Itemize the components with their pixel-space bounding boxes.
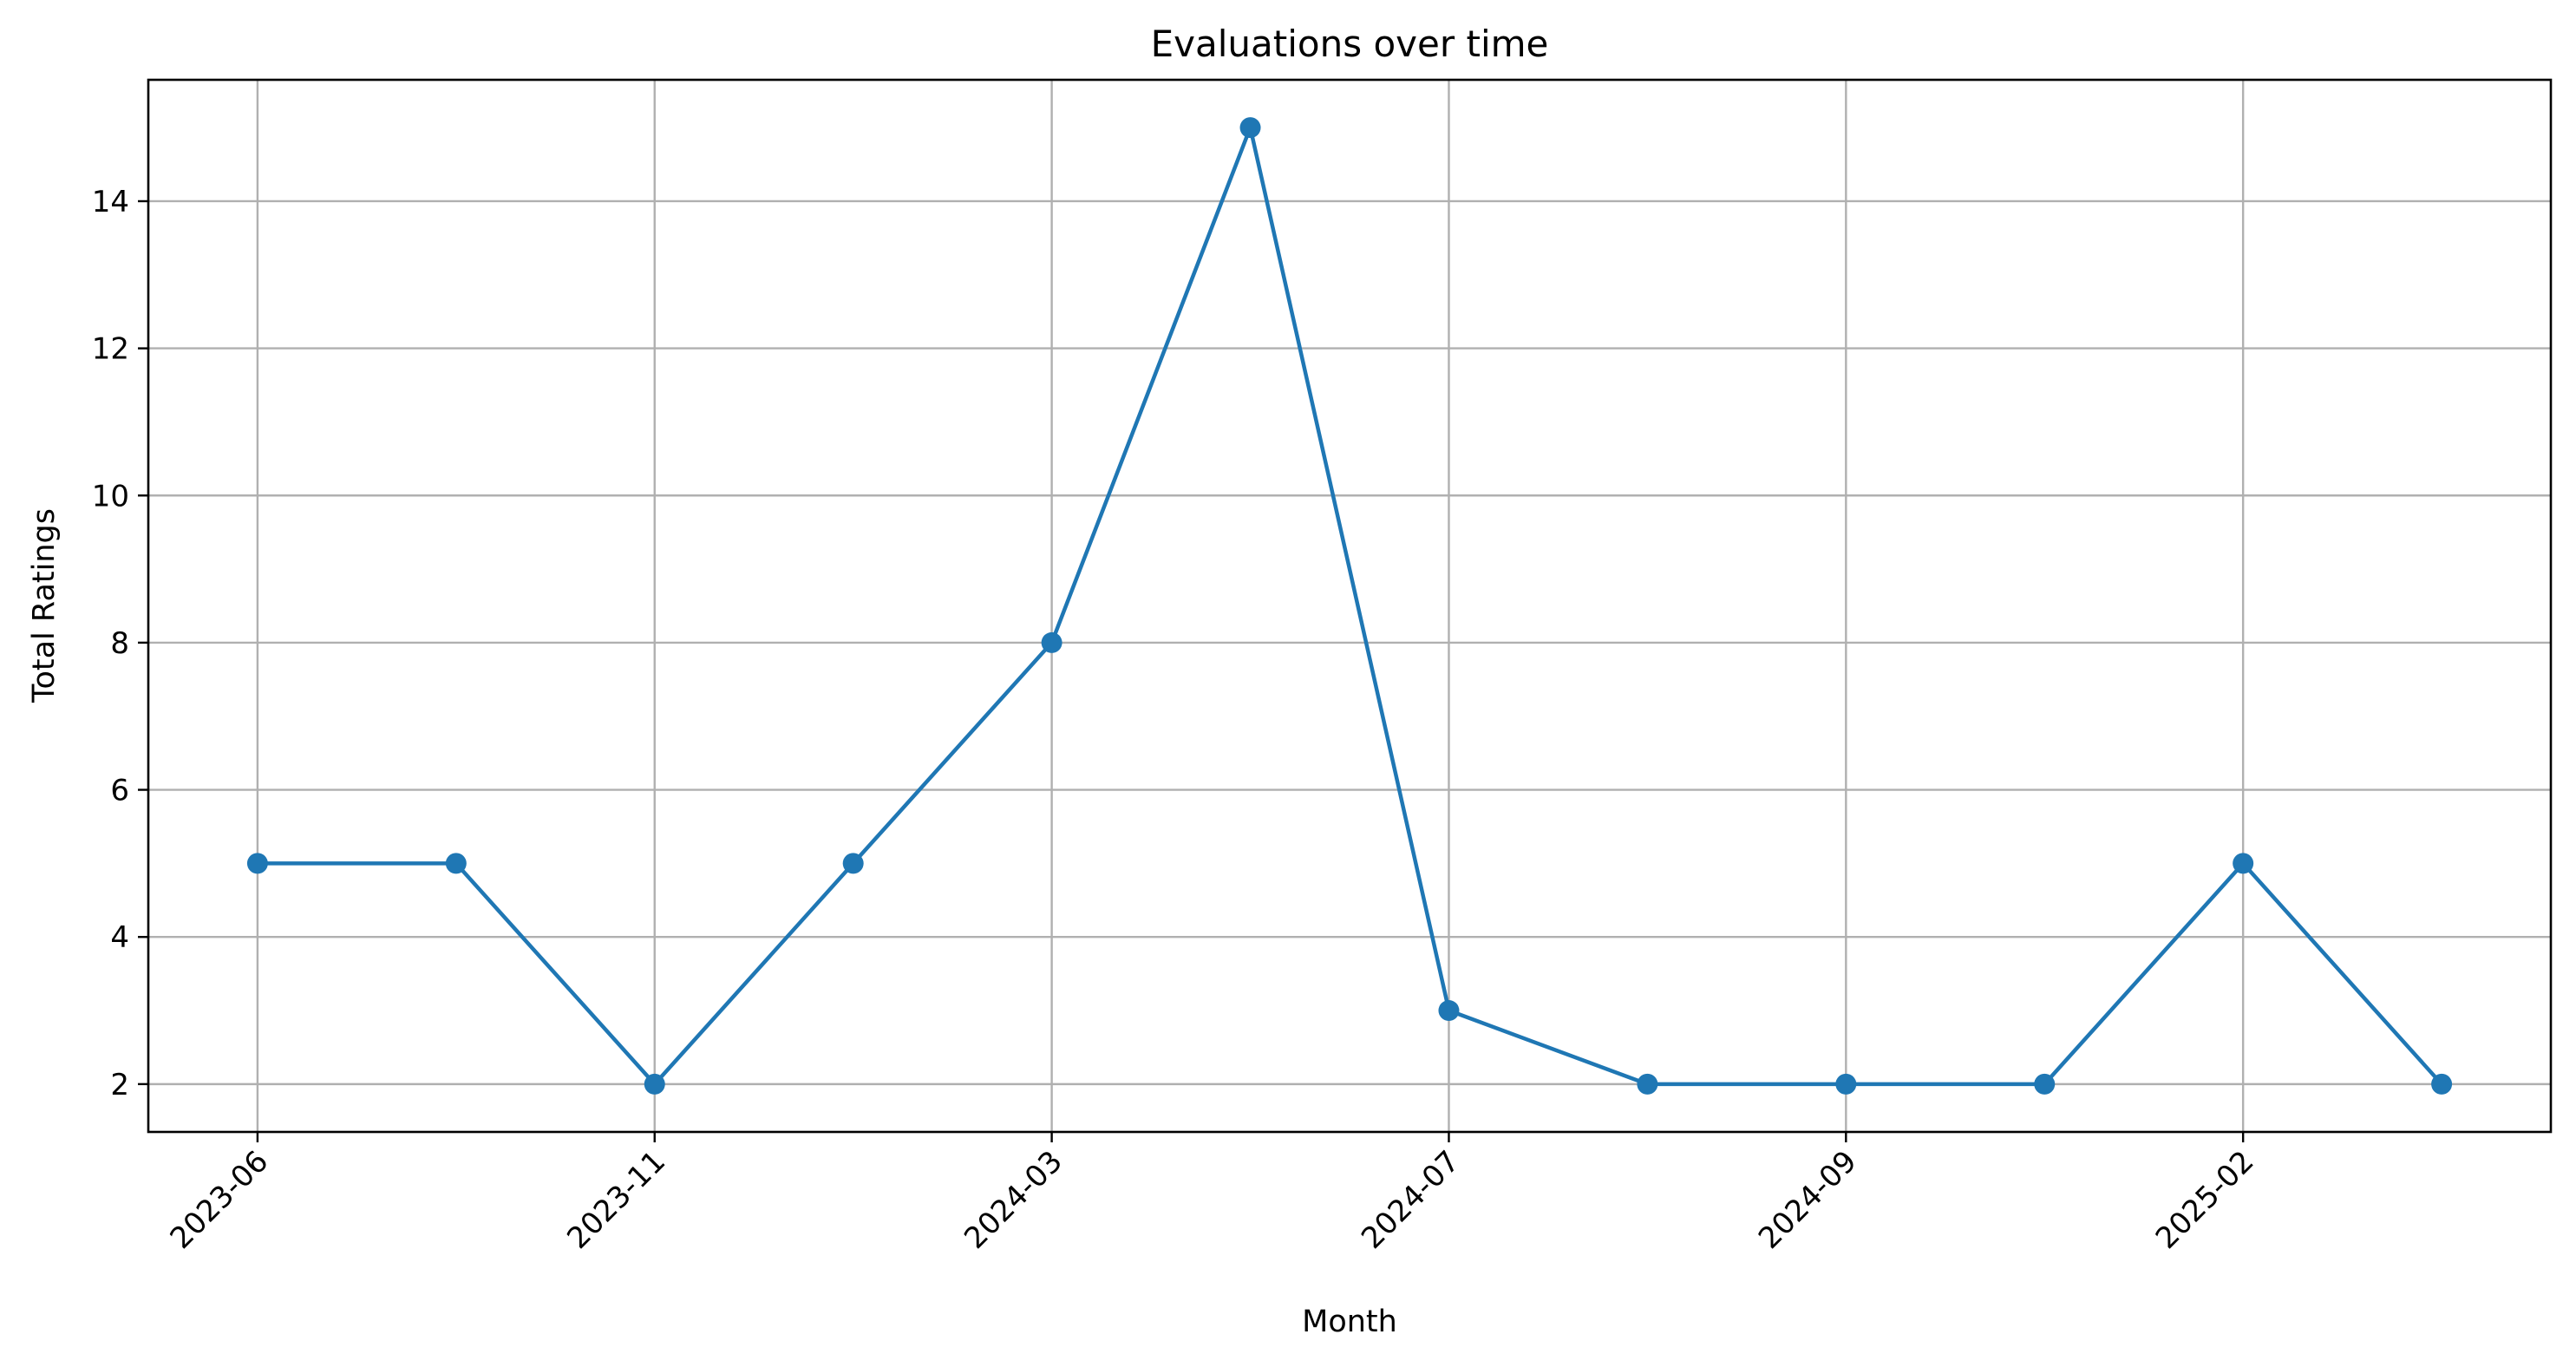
data-point bbox=[1041, 631, 1062, 653]
series-layer bbox=[246, 117, 2453, 1095]
y-tick-label: 14 bbox=[92, 185, 129, 219]
data-point bbox=[2431, 1073, 2453, 1095]
data-point bbox=[1637, 1073, 1658, 1095]
y-tick-label: 10 bbox=[92, 479, 129, 513]
data-point bbox=[1239, 117, 1261, 139]
y-tick-label: 4 bbox=[110, 920, 129, 955]
data-point bbox=[1438, 1000, 1460, 1022]
plot-frame bbox=[147, 78, 2553, 1134]
y-tick-label: 2 bbox=[110, 1068, 129, 1102]
y-tick-label: 6 bbox=[110, 774, 129, 808]
x-axis-label: Month bbox=[1302, 1305, 1397, 1339]
data-point bbox=[644, 1073, 665, 1095]
data-point bbox=[842, 853, 864, 874]
data-point bbox=[1835, 1073, 1857, 1095]
y-tick-label: 8 bbox=[110, 626, 129, 661]
y-axis-label: Total Ratings bbox=[27, 508, 62, 703]
chart-title: Evaluations over time bbox=[1151, 23, 1549, 65]
data-point bbox=[445, 853, 467, 874]
y-tick-label: 12 bbox=[92, 332, 129, 367]
grid bbox=[148, 80, 2551, 1132]
series-line bbox=[257, 125, 2443, 1087]
data-point bbox=[2034, 1073, 2056, 1095]
data-point bbox=[246, 853, 268, 874]
y-axis-ticks: 2 4 6 8 10 12 14 bbox=[92, 185, 148, 1102]
data-point bbox=[2233, 853, 2254, 874]
